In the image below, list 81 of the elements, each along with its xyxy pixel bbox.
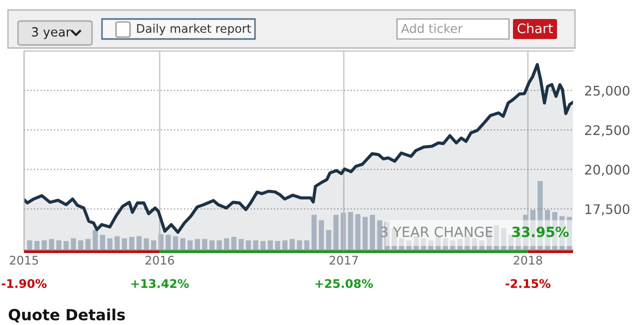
y-tick-label: 20,000 (585, 164, 630, 176)
text: +13.42% (131, 279, 189, 288)
bar (275, 241, 280, 250)
bar (304, 240, 310, 250)
bar (144, 238, 149, 250)
y-tick-label: 25,000 (585, 86, 630, 98)
bar (348, 212, 354, 250)
bar (64, 241, 69, 250)
bar (508, 234, 514, 250)
y-tick-label: 22,500 (585, 125, 630, 137)
x-tick-label: 2017 (330, 256, 358, 265)
text: -2.15% (506, 279, 550, 288)
bar (326, 230, 332, 250)
text: Daily market report (137, 24, 252, 36)
bar (414, 236, 419, 250)
bar (78, 240, 84, 250)
bar (42, 240, 47, 250)
bar (27, 240, 32, 250)
bar (216, 240, 222, 250)
bar (362, 216, 368, 250)
bar (231, 236, 236, 250)
bar (92, 230, 98, 250)
bar (188, 240, 193, 250)
bar (122, 238, 128, 250)
text: Chart (518, 23, 553, 34)
bar (166, 234, 171, 250)
annotation: 3 YEAR CHANGE (380, 226, 493, 238)
bar (494, 225, 499, 250)
text: 3 year (32, 27, 71, 40)
bar (442, 238, 448, 250)
bar (34, 241, 40, 250)
bar (290, 238, 295, 250)
bar (56, 240, 62, 250)
bar (377, 220, 382, 250)
text: Add ticker (401, 24, 463, 34)
bar (436, 236, 441, 250)
bar (194, 238, 200, 250)
bar (246, 240, 251, 250)
y-tick-label: 17,500 (586, 204, 630, 216)
bar (333, 214, 339, 250)
text: Quote Details (8, 308, 125, 322)
bar (355, 214, 360, 250)
annotation: 33.95% (512, 226, 569, 238)
bar (282, 240, 288, 250)
bar (136, 236, 142, 250)
bar (450, 240, 456, 250)
bar (457, 238, 463, 250)
bar (479, 240, 484, 250)
bar (100, 234, 106, 250)
x-tick-label: 2016 (146, 256, 174, 265)
text: +25.08% (316, 279, 373, 288)
bar (420, 238, 426, 250)
bar (129, 236, 134, 250)
bar (260, 241, 266, 250)
text: -1.90% (2, 279, 47, 288)
bar (253, 240, 258, 250)
bar (224, 238, 230, 250)
bar (48, 238, 54, 250)
bar (180, 238, 186, 250)
bar (85, 238, 91, 250)
bar (209, 240, 215, 250)
bar (296, 240, 302, 250)
bar (399, 238, 404, 250)
bar (107, 238, 112, 250)
bar (172, 236, 178, 250)
bar (202, 238, 208, 250)
bar (70, 238, 76, 250)
bar (151, 240, 156, 250)
x-tick-label: 2015 (10, 256, 38, 265)
bar (238, 238, 244, 250)
bar (501, 228, 506, 250)
bar (114, 236, 120, 250)
bar (428, 240, 434, 250)
x-tick-label: 2018 (514, 256, 542, 265)
bar (464, 236, 470, 250)
bar (472, 238, 478, 250)
bar (312, 214, 317, 250)
bar (268, 240, 273, 250)
bar (406, 240, 412, 250)
bar (318, 220, 324, 250)
bar (370, 214, 375, 250)
